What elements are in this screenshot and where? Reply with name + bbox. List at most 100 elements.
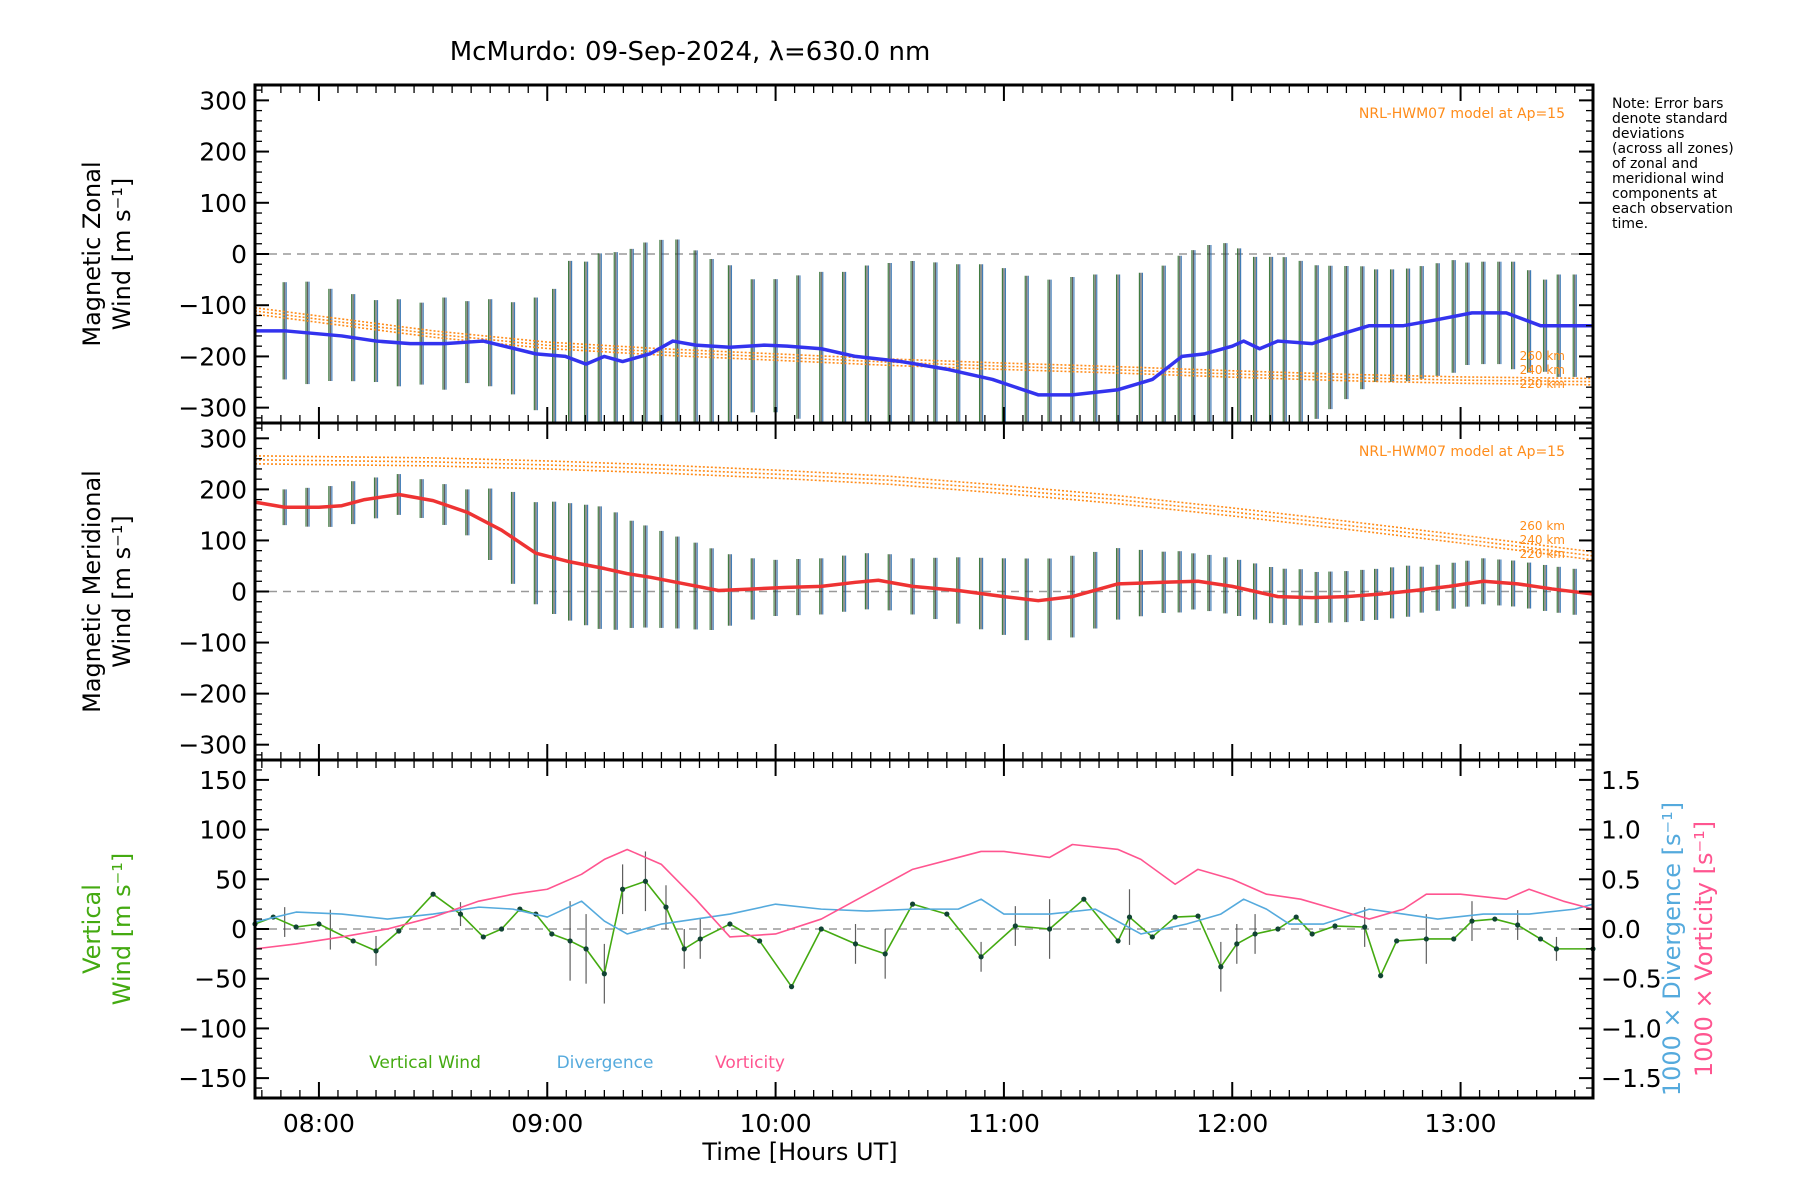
vertical-wind-point bbox=[1081, 896, 1087, 902]
vertical-wind-point bbox=[1149, 934, 1155, 940]
vertical-wind-point bbox=[430, 891, 436, 897]
vertical-wind-point bbox=[788, 984, 795, 990]
vertical-wind-point bbox=[396, 928, 402, 934]
vertical-wind-point bbox=[944, 911, 950, 917]
vertical-wind-point bbox=[293, 924, 299, 930]
vertical-wind-point bbox=[457, 911, 464, 917]
vertical-wind-point bbox=[818, 926, 824, 932]
vertical-wind-point bbox=[1394, 938, 1400, 944]
vertical-wind-point bbox=[480, 934, 486, 940]
note-line: time. bbox=[1612, 216, 1648, 232]
vertical-wind-point bbox=[852, 941, 859, 947]
y-tick-label: 200 bbox=[199, 475, 247, 504]
vertical-wind-point bbox=[757, 938, 763, 944]
y-axis-label: Magnetic Meridional bbox=[78, 470, 106, 713]
model-alt-label: 220 km bbox=[1520, 377, 1565, 391]
model-curve bbox=[254, 313, 1594, 386]
vertical-wind-point bbox=[1515, 922, 1521, 928]
x-tick-label: 12:00 bbox=[1196, 1109, 1268, 1138]
vertical-wind-point bbox=[1332, 923, 1338, 929]
x-tick-label: 10:00 bbox=[740, 1109, 812, 1138]
vertical-wind-point bbox=[909, 901, 916, 907]
vertical-wind-line bbox=[254, 880, 1593, 988]
meridional-wind-line bbox=[254, 492, 1594, 603]
vertical-wind-point bbox=[1195, 913, 1201, 919]
zonal-wind-line bbox=[255, 311, 1593, 397]
model-alt-label: 260 km bbox=[1520, 519, 1565, 533]
vertical-wind-point bbox=[350, 938, 356, 944]
vertical-wind-point bbox=[373, 948, 379, 954]
note-line: (across all zones) bbox=[1612, 141, 1734, 157]
legend-item: Vorticity bbox=[715, 1053, 785, 1073]
y-tick-label: −300 bbox=[178, 731, 247, 760]
note-line: components at bbox=[1612, 186, 1718, 202]
note-line: denote standard bbox=[1612, 111, 1728, 127]
vertical-wind-point bbox=[1537, 936, 1544, 942]
y-tick-label: −300 bbox=[178, 394, 247, 423]
model-curve bbox=[254, 459, 1594, 557]
vertical-wind-point bbox=[1252, 931, 1258, 937]
vertical-wind-point bbox=[583, 946, 589, 952]
y-tick-label: 0 bbox=[231, 578, 247, 607]
y-tick-label: 100 bbox=[199, 189, 247, 218]
vertical-wind-point bbox=[1012, 923, 1018, 929]
y-axis-label: Wind [m s⁻¹] bbox=[108, 853, 136, 1005]
x-axis-label: Time [Hours UT] bbox=[701, 1138, 897, 1166]
y-tick-label: 0 bbox=[231, 240, 247, 269]
y-right-tick-label: −0.5 bbox=[1601, 965, 1662, 994]
vertical-wind-point bbox=[1469, 918, 1475, 924]
legend-item: Vertical Wind bbox=[369, 1053, 481, 1073]
note-line: meridional wind bbox=[1612, 171, 1724, 187]
vertical-wind-point bbox=[316, 921, 322, 927]
y-tick-label: −100 bbox=[178, 1014, 247, 1043]
y-axis-label: Wind [m s⁻¹] bbox=[108, 515, 136, 667]
note-line: of zonal and bbox=[1612, 156, 1698, 172]
vertical-wind-point bbox=[1309, 931, 1315, 937]
y-right-tick-label: 0.5 bbox=[1601, 865, 1641, 894]
y-tick-label: −50 bbox=[194, 965, 247, 994]
vertical-wind-point bbox=[620, 886, 626, 892]
y-tick-label: −200 bbox=[178, 342, 247, 371]
model-curve bbox=[254, 310, 1594, 383]
divergence-line bbox=[254, 898, 1594, 935]
y-axis-label: Wind [m s⁻¹] bbox=[108, 178, 136, 330]
vertical-wind-point bbox=[1115, 938, 1121, 944]
model-alt-label: 240 km bbox=[1520, 363, 1565, 377]
y-tick-label: −100 bbox=[178, 291, 247, 320]
model-alt-label: 260 km bbox=[1520, 349, 1565, 363]
y-tick-label: 100 bbox=[199, 526, 247, 555]
x-tick-label: 11:00 bbox=[968, 1109, 1040, 1138]
y-tick-label: −100 bbox=[178, 629, 247, 658]
model-curve bbox=[254, 455, 1594, 553]
vertical-wind-point bbox=[697, 936, 703, 942]
vertical-wind-point bbox=[498, 926, 505, 932]
y-axis-label: Magnetic Zonal bbox=[78, 161, 106, 346]
y-tick-label: −200 bbox=[178, 680, 247, 709]
note-line: deviations bbox=[1612, 126, 1684, 142]
vertical-wind-point bbox=[882, 951, 888, 957]
vertical-wind-point bbox=[978, 954, 984, 960]
chart-title: McMurdo: 09-Sep-2024, λ=630.0 nm bbox=[450, 37, 931, 67]
y-right-tick-label: 0.0 bbox=[1601, 915, 1641, 944]
panel-vertical: 150 100 50 0 −50 −100 −150 1.5 1.0 0.5 0.0 −0.5 −1.0… bbox=[78, 758, 1718, 1138]
note-line: each observation bbox=[1612, 201, 1733, 217]
model-alt-label: 220 km bbox=[1520, 547, 1565, 561]
vertical-wind-point bbox=[681, 946, 687, 952]
y-tick-label: 150 bbox=[199, 766, 247, 795]
x-tick-label: 09:00 bbox=[511, 1109, 583, 1138]
vertical-wind-point bbox=[642, 878, 649, 884]
x-tick-label: 08:00 bbox=[283, 1109, 355, 1138]
vertical-wind-point bbox=[1451, 936, 1457, 942]
vorticity-line bbox=[254, 843, 1594, 950]
x-tick-label: 13:00 bbox=[1425, 1109, 1497, 1138]
vertical-wind-point bbox=[1172, 914, 1178, 920]
y-right-axis-label-vorticity: 1000 × Vorticity [s⁻¹] bbox=[1690, 821, 1718, 1077]
y-right-tick-label: 1.5 bbox=[1601, 766, 1641, 795]
vertical-wind-point bbox=[567, 938, 573, 944]
y-tick-label: −150 bbox=[178, 1064, 247, 1093]
vertical-wind-point bbox=[1046, 926, 1053, 932]
y-tick-label: 200 bbox=[199, 138, 247, 167]
vertical-wind-point bbox=[1293, 914, 1299, 920]
